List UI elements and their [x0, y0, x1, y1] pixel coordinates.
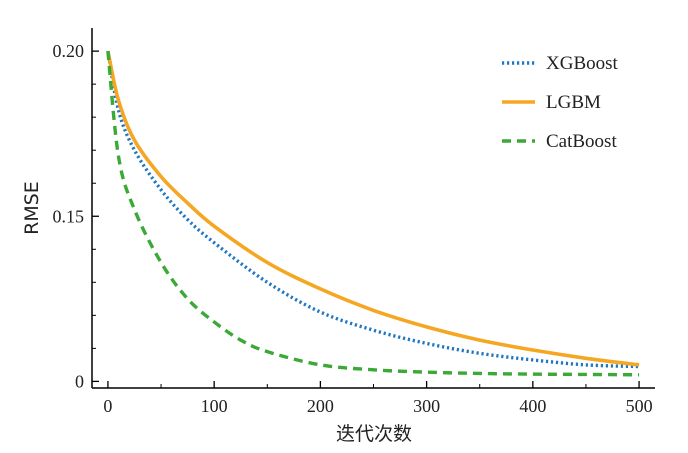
- x-tick-label: 300: [413, 396, 440, 416]
- y-tick-label: 0: [75, 371, 84, 391]
- y-tick-label: 0.15: [53, 206, 85, 226]
- y-axis-title: RMSE: [21, 181, 43, 235]
- series-line-xgboost: [106, 50, 640, 369]
- y-tick-label: 0.20: [53, 41, 85, 61]
- x-tick-label: 100: [201, 396, 228, 416]
- x-tick-label: 200: [307, 396, 334, 416]
- series-line-catboost: [106, 50, 640, 377]
- x-axis-title: 迭代次数: [336, 423, 412, 445]
- axes: [91, 28, 655, 389]
- x-tick-label: 400: [519, 396, 546, 416]
- legend-label: LGBM: [546, 92, 601, 113]
- legend-label: CatBoost: [546, 131, 617, 152]
- series-line-lgbm: [106, 50, 640, 367]
- x-tick-label: 0: [103, 396, 112, 416]
- legend-label: XGBoost: [546, 53, 619, 74]
- plot-lines: [106, 50, 640, 377]
- ticks: 0 100 200 300 400 500 0 0.15 0.20: [53, 41, 653, 416]
- legend: XGBoost LGBM CatBoost: [502, 53, 619, 152]
- x-tick-label: 500: [626, 396, 653, 416]
